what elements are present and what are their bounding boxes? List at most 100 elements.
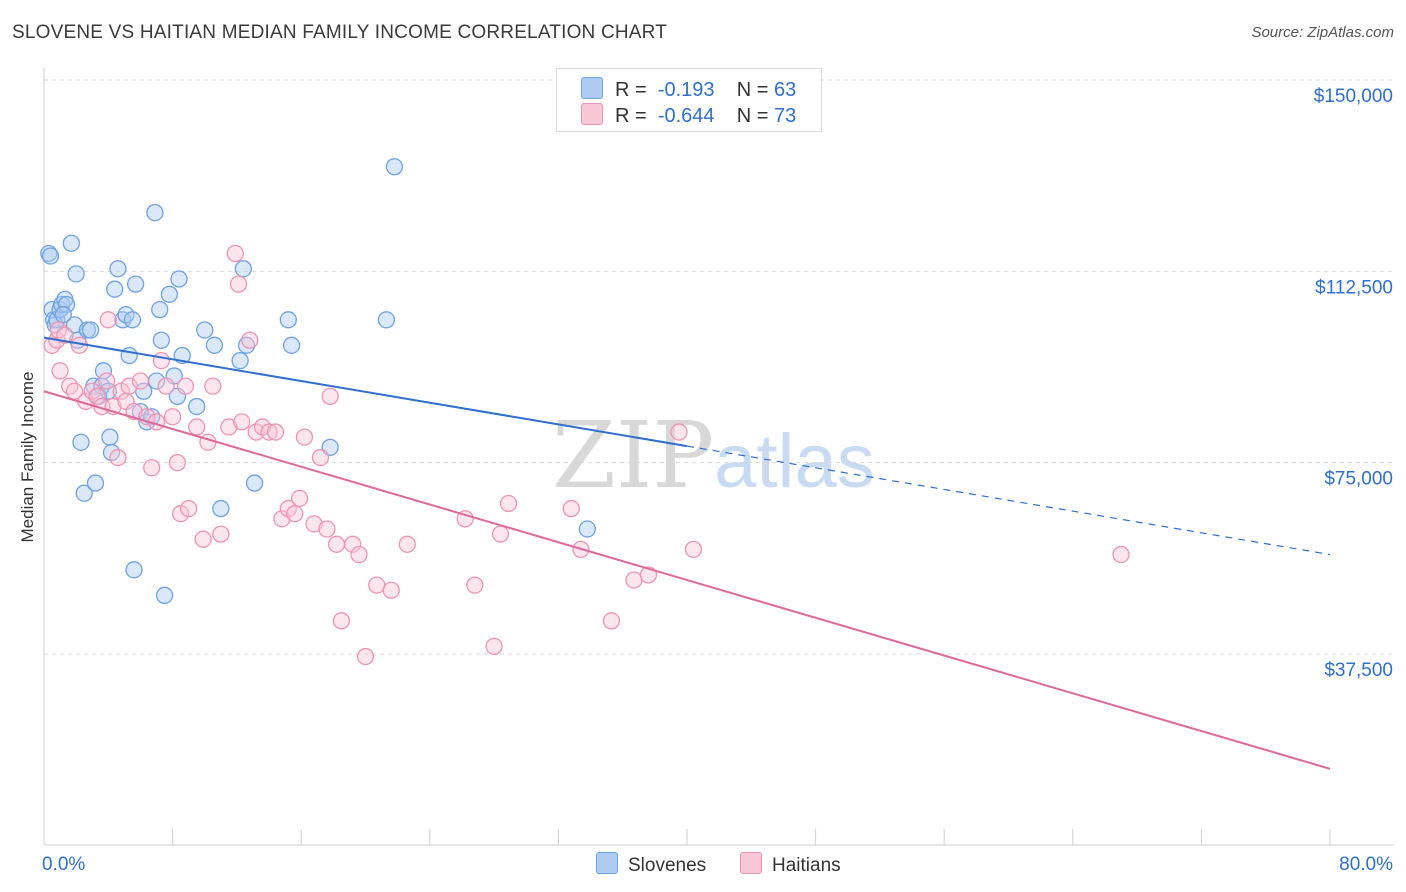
data-point <box>273 510 291 528</box>
watermark-zip: ZIP <box>552 402 715 509</box>
bottom-legend-slovenes: Slovenes <box>596 852 706 877</box>
data-point <box>343 535 362 553</box>
data-point <box>72 433 90 451</box>
data-point <box>81 321 100 339</box>
series-haitians <box>43 244 1130 666</box>
data-point <box>212 499 230 518</box>
data-point <box>188 397 206 416</box>
data-point <box>332 612 351 630</box>
data-point <box>266 423 285 441</box>
data-point <box>109 448 127 467</box>
legend-swatch-slovenes <box>581 77 603 99</box>
data-point <box>196 321 214 339</box>
y-axis-title: Median Family Income <box>18 371 37 542</box>
data-point <box>398 535 416 553</box>
data-point <box>101 428 119 446</box>
bottom-legend-haitians: Haitians <box>740 852 841 877</box>
watermark-atlas: atlas <box>714 419 875 504</box>
data-point <box>94 362 113 380</box>
data-point <box>233 413 251 431</box>
data-point <box>220 418 238 436</box>
data-point <box>160 285 179 303</box>
data-point <box>157 377 175 395</box>
data-point <box>241 331 259 349</box>
x-tick-label: 80.0% <box>1339 854 1393 875</box>
data-point <box>226 244 244 263</box>
bottom-legend-label: Slovenes <box>628 855 707 876</box>
y-tick-label: $37,500 <box>1324 660 1393 681</box>
data-point <box>194 530 212 548</box>
data-point <box>356 647 375 666</box>
data-point <box>305 515 323 533</box>
data-point <box>499 494 518 513</box>
data-point <box>290 489 309 508</box>
data-point <box>1112 545 1130 564</box>
axes <box>43 68 1394 846</box>
data-point <box>237 336 256 354</box>
legend-r-label: R = <box>615 79 647 101</box>
data-point <box>466 576 484 594</box>
data-point <box>143 459 161 477</box>
y-tick-label: $75,000 <box>1324 469 1393 490</box>
chart-title: SLOVENE VS HAITIAN MEDIAN FAMILY INCOME … <box>12 22 668 43</box>
legend-n-value: 63 <box>774 79 797 101</box>
data-point <box>163 408 182 426</box>
data-point <box>131 372 150 390</box>
data-point <box>125 561 143 579</box>
data-point <box>229 275 248 293</box>
tick-labels: $37,500 $75,000 $112,500 $150,000 0.0% 80.0% M… <box>18 86 1393 875</box>
source-label: Source: ZipAtlas.com <box>1251 24 1394 41</box>
y-tick-label: $150,000 <box>1314 86 1393 107</box>
data-point <box>456 510 474 528</box>
data-point <box>260 423 278 441</box>
data-point <box>231 351 249 370</box>
trend-line-haitians <box>43 390 1331 770</box>
legend-swatch-haitians <box>581 103 603 125</box>
bottom-legend-label: Haitians <box>772 855 841 876</box>
data-point <box>578 520 596 538</box>
data-point <box>57 295 76 314</box>
data-point <box>245 474 264 492</box>
data-point <box>54 306 72 324</box>
data-point <box>350 545 368 564</box>
watermark: ZIPatlas <box>552 402 875 509</box>
data-point <box>56 326 74 344</box>
data-point <box>282 336 301 354</box>
data-point <box>155 586 174 604</box>
data-point <box>75 484 93 502</box>
data-point <box>152 351 170 370</box>
data-point <box>98 372 116 390</box>
data-point <box>377 311 396 329</box>
trend-line-slovenes <box>43 336 688 448</box>
data-point <box>114 311 132 329</box>
data-point <box>311 448 330 467</box>
data-point <box>126 275 145 293</box>
data-point <box>86 474 105 492</box>
data-point <box>180 499 198 518</box>
data-point <box>382 581 400 599</box>
data-point <box>639 566 658 584</box>
trend-line-slovenes-extension <box>686 445 1331 556</box>
y-tick-label: $112,500 <box>1315 277 1393 298</box>
data-point <box>188 418 206 436</box>
legend-row-slovenes: R = -0.193 N = 63 <box>581 77 796 101</box>
data-point <box>562 499 580 518</box>
data-point <box>61 377 79 395</box>
data-point <box>602 612 621 630</box>
bottom-legend-swatch-slovenes <box>596 852 618 874</box>
data-point <box>62 234 80 252</box>
data-point <box>176 377 195 395</box>
data-point <box>684 540 703 559</box>
legend-n-label: N = <box>736 79 769 101</box>
data-point <box>123 311 142 329</box>
data-point <box>204 377 222 395</box>
data-point <box>151 300 169 319</box>
data-point <box>199 433 217 451</box>
data-point <box>327 535 346 553</box>
data-point <box>234 260 252 278</box>
data-point <box>170 270 188 288</box>
data-point <box>67 265 85 283</box>
data-point <box>106 280 124 298</box>
data-point <box>146 204 164 222</box>
